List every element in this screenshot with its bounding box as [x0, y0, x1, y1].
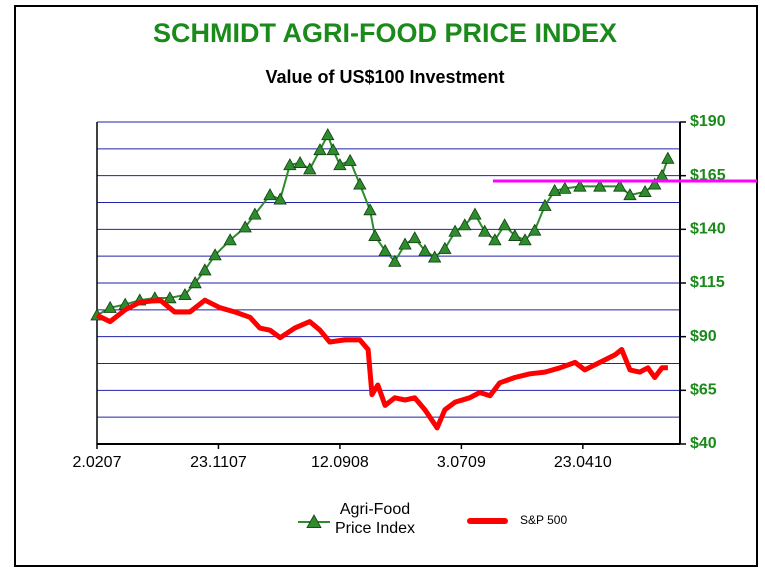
marker [388, 254, 402, 267]
marker [188, 276, 202, 289]
marker [655, 168, 669, 181]
y-tick-label: $65 [690, 382, 717, 399]
marker [648, 177, 662, 190]
marker [263, 188, 277, 201]
marker [343, 153, 357, 166]
marker [497, 218, 512, 231]
marker [238, 220, 252, 233]
x-tick-label: 3.0709 [437, 454, 486, 471]
marker [223, 233, 237, 246]
x-tick-label: 2.0207 [73, 454, 122, 471]
marker [661, 151, 675, 164]
marker [326, 143, 340, 156]
marker [293, 155, 307, 168]
marker [321, 128, 335, 141]
frame [14, 5, 758, 567]
legend-label: S&P 500 [520, 513, 567, 527]
x-tick-label: 23.1107 [190, 454, 247, 471]
marker [418, 243, 432, 257]
marker [593, 179, 607, 192]
marker [208, 248, 222, 261]
x-tick-label: 12.0908 [311, 454, 369, 471]
marker [573, 179, 587, 192]
marker [368, 228, 382, 241]
marker [198, 263, 212, 276]
marker [638, 184, 652, 197]
marker [398, 237, 412, 250]
marker [468, 207, 482, 220]
marker [283, 158, 297, 171]
marker [613, 179, 627, 192]
marker [488, 233, 502, 246]
marker [313, 143, 327, 156]
marker [518, 233, 532, 246]
marker [248, 207, 262, 220]
marker [378, 243, 392, 257]
chart-subtitle: Value of US$100 Investment [265, 67, 504, 87]
marker [353, 177, 367, 190]
marker [273, 192, 287, 205]
y-tick-label: $140 [690, 221, 726, 238]
x-tick-label: 23.0410 [554, 454, 612, 471]
marker [103, 300, 117, 313]
marker [178, 287, 192, 301]
marker [558, 181, 572, 194]
marker [363, 203, 377, 216]
legend-marker [306, 514, 322, 528]
marker [408, 231, 422, 244]
marker [623, 188, 637, 201]
chart-title: SCHMIDT AGRI-FOOD PRICE INDEX [153, 18, 617, 48]
legend-label: Agri-Food Price Index [334, 501, 416, 537]
marker [538, 198, 552, 211]
marker [528, 223, 542, 236]
series-line [95, 297, 668, 431]
marker [448, 224, 462, 237]
marker [438, 241, 452, 254]
marker [333, 158, 347, 171]
marker [303, 162, 317, 175]
y-tick-label: $190 [690, 113, 726, 130]
marker [508, 228, 522, 241]
marker [478, 224, 492, 237]
y-tick-label: $40 [690, 435, 717, 452]
marker [547, 183, 562, 196]
series-line [96, 133, 669, 317]
marker [427, 250, 442, 263]
y-tick-label: $115 [690, 274, 725, 291]
marker [458, 218, 472, 231]
y-tick-label: $90 [690, 328, 717, 345]
marker [163, 291, 177, 304]
